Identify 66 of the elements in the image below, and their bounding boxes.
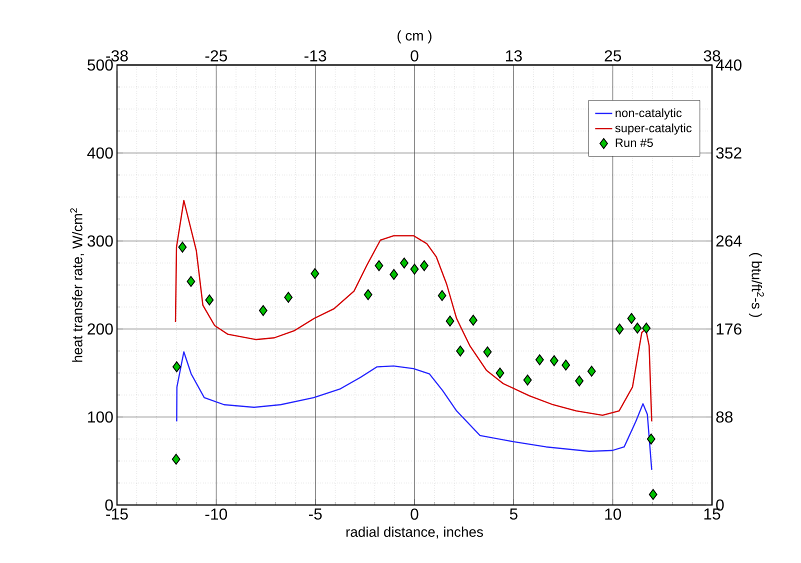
point xyxy=(310,268,320,280)
point xyxy=(646,434,656,444)
y2-tick-label: 88 xyxy=(716,411,733,423)
point xyxy=(523,374,532,386)
point xyxy=(172,454,180,465)
point xyxy=(648,488,658,500)
point xyxy=(420,260,428,272)
x2-axis-title: ( cm ) xyxy=(398,30,432,44)
point xyxy=(627,312,636,324)
point xyxy=(575,375,584,386)
point xyxy=(633,322,642,334)
y2-tick-label: 176 xyxy=(716,323,742,335)
x2-tick-label: -13 xyxy=(304,50,326,62)
y-tick-label: 0 xyxy=(105,499,113,511)
x2-tick-label: 25 xyxy=(604,50,622,62)
x-axis-title: radial distance, inches xyxy=(346,526,483,539)
point xyxy=(438,290,446,302)
x-tick-label: -5 xyxy=(308,508,322,520)
point xyxy=(468,314,478,326)
y-tick-label: 200 xyxy=(88,323,113,335)
legend-label: super-catalytic xyxy=(615,124,692,135)
x2-tick-label: -38 xyxy=(106,50,128,62)
y-tick-label: 300 xyxy=(87,235,113,247)
y-tick-label: 100 xyxy=(88,411,113,423)
point xyxy=(550,355,558,366)
point xyxy=(535,354,544,366)
point xyxy=(172,361,181,372)
point xyxy=(284,292,293,303)
y2-tick-label: 264 xyxy=(716,235,742,247)
y-tick-label: 400 xyxy=(87,147,113,159)
point xyxy=(496,368,504,378)
line-series xyxy=(174,200,652,422)
x-tick-label: -10 xyxy=(205,508,228,520)
legend-label: non-catalytic xyxy=(616,108,682,120)
point xyxy=(562,360,570,371)
point xyxy=(364,289,372,300)
x-tick-label: -15 xyxy=(106,508,128,520)
x2-tick-label: -25 xyxy=(205,50,228,62)
x-tick-label: 0 xyxy=(410,508,418,520)
point xyxy=(178,242,187,253)
point xyxy=(483,346,492,358)
point xyxy=(390,268,398,280)
x-tick-label: 15 xyxy=(704,508,720,520)
x-tick-label: 5 xyxy=(510,508,518,520)
point xyxy=(258,305,268,316)
point xyxy=(615,324,624,334)
point xyxy=(446,316,454,327)
point xyxy=(374,260,384,272)
y-axis-title: heat transfer rate, W/cm$^{2}$ xyxy=(70,208,84,362)
y2-tick-label: 440 xyxy=(716,59,742,71)
point xyxy=(400,258,408,268)
point xyxy=(587,366,596,377)
y2-tick-label: 352 xyxy=(716,147,742,159)
x2-tick-label: 38 xyxy=(704,50,720,62)
point xyxy=(186,276,196,287)
x-tick-label: 10 xyxy=(605,508,622,520)
point xyxy=(456,346,465,356)
y-tick-label: 500 xyxy=(88,59,113,71)
point xyxy=(205,294,214,306)
line-series xyxy=(176,351,652,470)
point xyxy=(642,322,651,334)
point xyxy=(410,264,419,275)
y2-axis-title: ( btu/ft$^{2}$-s ) xyxy=(748,253,764,317)
x2-tick-label: 13 xyxy=(506,50,522,62)
x2-tick-label: 0 xyxy=(410,50,418,62)
legend-label: Run #5 xyxy=(616,138,653,147)
